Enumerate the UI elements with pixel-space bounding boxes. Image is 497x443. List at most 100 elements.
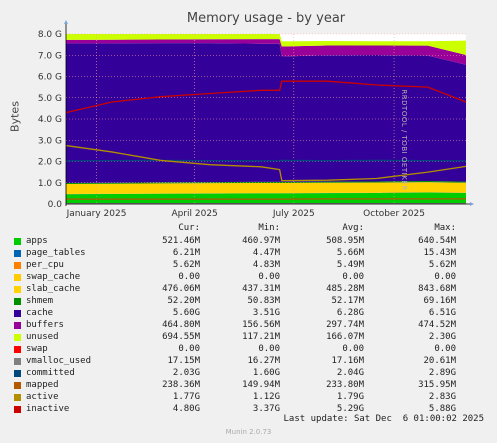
legend-avg-value: 52.17M: [331, 296, 364, 306]
legend-min-value: 437.31M: [242, 284, 280, 294]
legend-avg-value: 485.28M: [326, 284, 364, 294]
legend-min-value: 117.21M: [242, 332, 280, 342]
legend-min-value: 1.12G: [252, 392, 280, 402]
y-tick-label: 8.0 G: [38, 30, 62, 40]
legend-swatch: [14, 322, 21, 329]
legend-cur-value: 2.03G: [172, 368, 200, 378]
legend-cur-value: 0.00: [178, 272, 200, 282]
line-inactive: [65, 80, 467, 114]
legend-cur-value: 0.00: [178, 344, 200, 354]
chart-title: Memory usage - by year: [186, 11, 346, 26]
legend-row-active: active 1.77G 1.12G 1.79G 2.83G: [0, 391, 497, 403]
legend-series-name: swap: [26, 344, 48, 354]
legend-max-value: 315.95M: [418, 380, 456, 390]
munin-footer: Munin 2.0.73: [225, 428, 272, 436]
legend-max-value: 6.51G: [428, 308, 456, 318]
x-tick-label: July 2025: [272, 209, 315, 219]
legend-avg-value: 5.49M: [336, 260, 364, 270]
legend-table: Cur: Min: Avg: Max: apps 521.46M 460.97M 50…: [0, 222, 497, 415]
legend-row-slab-cache: slab_cache 476.06M 437.31M 485.28M 843.68M: [0, 283, 497, 295]
y-axis-label: Bytes: [8, 101, 22, 132]
y-tick-label: 4.0 G: [38, 115, 62, 125]
legend-max-value: 69.16M: [423, 296, 456, 306]
area-slab-cache: [66, 182, 466, 194]
area-shmem: [66, 181, 466, 185]
legend-series-name: cache: [26, 308, 54, 318]
x-tick-label: October 2025: [363, 209, 425, 219]
legend-min-value: 0.00: [258, 272, 280, 282]
legend-max-value: 2.89G: [428, 368, 456, 378]
legend-header-avg: Avg:: [342, 223, 364, 233]
legend-cur-value: 476.06M: [162, 284, 200, 294]
legend-swatch: [14, 238, 21, 245]
legend-series-name: active: [26, 392, 59, 402]
legend-min-value: 460.97M: [242, 236, 280, 246]
legend-header-min: Min:: [258, 223, 280, 233]
legend-header: Cur: Min: Avg: Max:: [0, 222, 497, 235]
legend-swatch: [14, 334, 21, 341]
y-tick-label: 1.0 G: [38, 179, 62, 189]
legend-avg-value: 166.07M: [326, 332, 364, 342]
legend-max-value: 20.61M: [423, 356, 456, 366]
legend-min-value: 4.83M: [252, 260, 280, 270]
legend-cur-value: 4.80G: [172, 404, 200, 414]
legend-avg-value: 0.00: [342, 344, 364, 354]
legend-avg-value: 2.04G: [336, 368, 364, 378]
legend-max-value: 2.83G: [428, 392, 456, 402]
legend-max-value: 2.30G: [428, 332, 456, 342]
legend-max-value: 0.00: [434, 272, 456, 282]
legend-cur-value: 521.46M: [162, 236, 200, 246]
legend-row-apps: apps 521.46M 460.97M 508.95M 640.54M: [0, 235, 497, 247]
legend-min-value: 50.83M: [247, 296, 280, 306]
line-active: [65, 144, 467, 182]
legend-min-value: 4.47M: [252, 248, 280, 258]
legend-cur-value: 6.21M: [172, 248, 200, 258]
legend-max-value: 640.54M: [418, 236, 456, 246]
legend-cur-value: 5.62M: [172, 260, 200, 270]
legend-max-value: 5.62M: [428, 260, 456, 270]
legend-swatch: [14, 274, 21, 281]
legend-min-value: 3.37G: [252, 404, 280, 414]
legend-series-name: vmalloc_used: [26, 356, 92, 366]
legend-swatch: [14, 286, 21, 293]
legend-avg-value: 233.80M: [326, 380, 364, 390]
legend-series-name: swap_cache: [26, 272, 81, 282]
legend-swatch: [14, 298, 21, 305]
legend-series-name: shmem: [26, 296, 54, 306]
legend-header-max: Max:: [434, 223, 456, 233]
legend-series-name: mapped: [26, 380, 59, 390]
legend-swatch: [14, 262, 21, 269]
legend-row-buffers: buffers 464.80M 156.56M 297.74M 474.52M: [0, 319, 497, 331]
y-tick-label: 3.0 G: [38, 136, 62, 146]
legend-cur-value: 694.55M: [162, 332, 200, 342]
legend-swatch: [14, 346, 21, 353]
legend-swatch: [14, 370, 21, 377]
legend-min-value: 0.00: [258, 344, 280, 354]
legend-row-swap: swap 0.00 0.00 0.00 0.00: [0, 343, 497, 355]
legend-row-inactive: inactive 4.80G 3.37G 5.29G 5.88G: [0, 403, 497, 415]
y-tick-label: 5.0 G: [38, 94, 62, 104]
x-axis-arrow: [470, 202, 474, 206]
legend-avg-value: 0.00: [342, 272, 364, 282]
legend-avg-value: 6.28G: [336, 308, 364, 318]
y-tick-label: 7.0 G: [38, 51, 62, 61]
legend-swatch: [14, 406, 21, 413]
legend-avg-value: 508.95M: [326, 236, 364, 246]
y-tick-label: 0.0: [48, 200, 63, 210]
legend-row-vmalloc-used: vmalloc_used 17.15M 16.27M 17.16M 20.61M: [0, 355, 497, 367]
x-tick-label: January 2025: [66, 209, 127, 219]
legend-cur-value: 5.60G: [172, 308, 200, 318]
legend-min-value: 3.51G: [252, 308, 280, 318]
legend-swatch: [14, 250, 21, 257]
area-per-cpu: [66, 192, 466, 195]
legend-series-name: buffers: [26, 320, 64, 330]
y-tick-label: 2.0 G: [38, 158, 62, 168]
legend-row-committed: committed 2.03G 1.60G 2.04G 2.89G: [0, 367, 497, 379]
legend-cur-value: 17.15M: [167, 356, 200, 366]
legend-row-swap-cache: swap_cache 0.00 0.00 0.00 0.00: [0, 271, 497, 283]
legend-min-value: 1.60G: [252, 368, 280, 378]
legend-rows: apps 521.46M 460.97M 508.95M 640.54M page_tab…: [0, 235, 497, 415]
legend-series-name: unused: [26, 332, 59, 342]
legend-series-name: committed: [26, 368, 75, 378]
legend-max-value: 5.88G: [428, 404, 456, 414]
